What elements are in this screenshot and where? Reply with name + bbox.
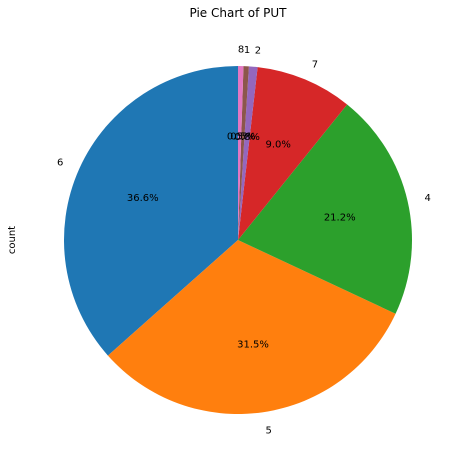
slice-label-8: 8: [238, 45, 244, 56]
pie-slice-4: [238, 104, 412, 314]
slice-pct-1: 0.5%: [230, 132, 255, 143]
slice-label-5: 5: [266, 425, 272, 436]
slice-label-1: 1: [244, 45, 250, 56]
pie-slice-5: [107, 240, 396, 414]
slice-pct-8: 0.5%: [227, 132, 252, 143]
chart-title: Pie Chart of PUT: [189, 6, 287, 20]
pie-slice-2: [238, 66, 258, 240]
pie-slice-1: [238, 66, 249, 240]
slice-label-2: 2: [255, 45, 261, 56]
slice-pct-7: 9.0%: [266, 140, 291, 151]
pie-slice-7: [238, 67, 348, 241]
pie-slice-8: [238, 66, 244, 240]
slice-pct-4: 21.2%: [324, 212, 356, 223]
slice-label-4: 4: [424, 193, 430, 204]
y-axis-label: count: [7, 226, 18, 254]
slice-pct-5: 31.5%: [237, 339, 269, 350]
pie-slice-6: [64, 66, 239, 356]
pie-labels: 636.6%531.5%421.2%79.0%20.8%10.5%80.5%: [57, 45, 431, 437]
slice-pct-6: 36.6%: [127, 193, 159, 204]
slice-label-7: 7: [312, 59, 318, 70]
pie-slices: [64, 66, 412, 414]
slice-pct-2: 0.8%: [234, 132, 259, 143]
slice-label-6: 6: [57, 158, 63, 169]
